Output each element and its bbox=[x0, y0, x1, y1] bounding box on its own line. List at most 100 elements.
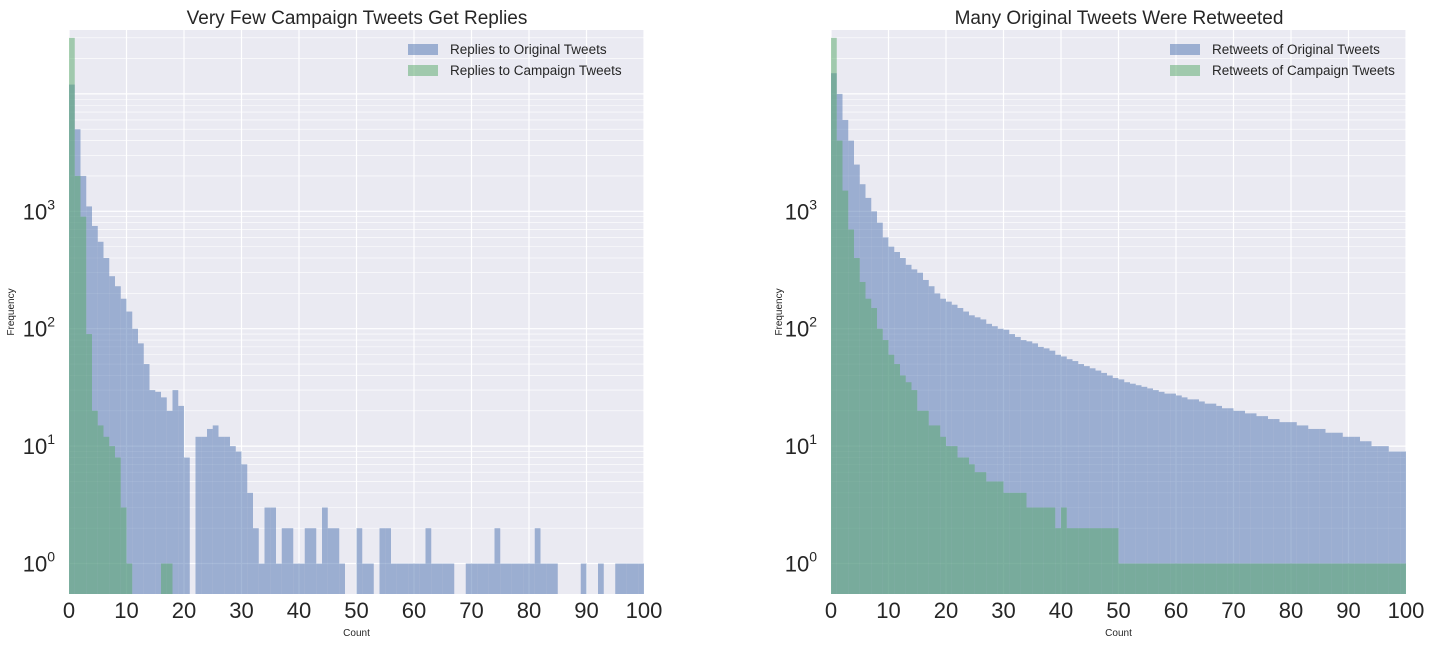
histogram-bar bbox=[1360, 441, 1366, 594]
histogram-bar bbox=[166, 410, 173, 594]
histogram-bar bbox=[1078, 364, 1084, 594]
y-axis-label: Frequency bbox=[6, 288, 17, 335]
histogram-bar bbox=[963, 457, 969, 594]
histogram-bar bbox=[1049, 507, 1056, 594]
y-tick-label: 101 bbox=[23, 431, 55, 459]
histogram-bar bbox=[1319, 563, 1326, 594]
x-tick-label: 50 bbox=[1106, 598, 1130, 623]
histogram-bar bbox=[155, 391, 161, 594]
histogram-bar bbox=[97, 241, 104, 594]
histogram-bar bbox=[997, 481, 1004, 594]
histogram-bar bbox=[1043, 348, 1050, 594]
x-tick-label: 10 bbox=[114, 598, 138, 623]
histogram-bar bbox=[1296, 563, 1303, 594]
histogram-bar bbox=[546, 563, 552, 594]
histogram-bar bbox=[241, 464, 248, 594]
histogram-bar bbox=[940, 436, 946, 594]
histogram-bar bbox=[1187, 399, 1194, 594]
histogram-bar bbox=[270, 507, 276, 594]
histogram-bar bbox=[540, 563, 547, 594]
histogram-bar bbox=[1049, 350, 1056, 594]
legend: Retweets of Original Tweets Retweets of C… bbox=[1170, 42, 1395, 78]
histogram-bar bbox=[92, 225, 98, 594]
histogram-bar bbox=[969, 315, 975, 594]
histogram-bar bbox=[1078, 528, 1084, 594]
histogram-bar bbox=[1348, 436, 1355, 594]
histogram-bar bbox=[1354, 563, 1360, 594]
histogram-bar bbox=[408, 563, 414, 594]
histogram-bar bbox=[1279, 422, 1286, 594]
legend-swatch bbox=[1170, 65, 1200, 76]
histogram-bar bbox=[506, 563, 512, 594]
histogram-bar bbox=[1262, 563, 1268, 594]
histogram-bar bbox=[1273, 563, 1280, 594]
histogram-bar bbox=[986, 323, 992, 594]
histogram-bar bbox=[1325, 432, 1332, 594]
histogram-bar bbox=[1026, 341, 1033, 594]
x-axis-label: Count bbox=[1105, 628, 1132, 639]
histogram-bar bbox=[1250, 563, 1257, 594]
y-tick-label: 100 bbox=[23, 549, 55, 577]
x-tick-label: 70 bbox=[459, 598, 483, 623]
histogram-bar bbox=[281, 528, 288, 594]
histogram-bar bbox=[230, 446, 236, 594]
histogram-bar bbox=[86, 334, 92, 594]
histogram-bar bbox=[1135, 563, 1142, 594]
histogram-bar bbox=[974, 317, 981, 594]
histogram-bar bbox=[1337, 563, 1343, 594]
histogram-bar bbox=[951, 446, 958, 594]
histogram-bar bbox=[1084, 366, 1090, 594]
histogram-bar bbox=[166, 563, 173, 594]
histogram-bar bbox=[854, 258, 860, 594]
histogram-bar bbox=[483, 563, 489, 594]
histogram-bar bbox=[1268, 419, 1274, 594]
histogram-bar bbox=[477, 563, 483, 594]
histogram-bar bbox=[534, 528, 541, 594]
histogram-bar bbox=[437, 563, 443, 594]
histogram-bar bbox=[201, 436, 207, 594]
histogram-bar bbox=[1101, 528, 1107, 594]
histogram-bar bbox=[247, 492, 253, 594]
histogram-bar bbox=[1003, 492, 1010, 594]
histogram-bar bbox=[1239, 410, 1245, 594]
histogram-bar bbox=[1216, 405, 1222, 594]
histogram-bar bbox=[258, 563, 265, 594]
histogram-bar bbox=[1147, 563, 1153, 594]
histogram-bar bbox=[1038, 346, 1044, 594]
histogram-bar bbox=[253, 528, 259, 594]
legend: Replies to Original Tweets Replies to Cam… bbox=[408, 42, 622, 78]
histogram-bar bbox=[431, 563, 437, 594]
histogram-bar bbox=[1009, 334, 1015, 594]
histogram-bar bbox=[120, 298, 127, 594]
histogram-bar bbox=[419, 563, 426, 594]
chart-panel-2: Many Original Tweets Were Retweeted 0 10 20… bbox=[774, 8, 1424, 639]
histogram-bar bbox=[327, 528, 334, 594]
histogram-bar bbox=[865, 298, 872, 594]
histogram-bar bbox=[471, 563, 478, 594]
histogram-bar bbox=[997, 328, 1004, 594]
histogram-bar bbox=[103, 436, 110, 594]
histogram-bar bbox=[1222, 563, 1228, 594]
histogram-bar bbox=[1383, 563, 1389, 594]
x-tick-label: 50 bbox=[344, 598, 368, 623]
histogram-bar bbox=[1233, 563, 1240, 594]
histogram-bar bbox=[615, 563, 621, 594]
y-tick-label: 102 bbox=[785, 314, 817, 342]
legend-swatch bbox=[408, 44, 438, 55]
histogram-bar bbox=[1084, 528, 1090, 594]
histogram-bar bbox=[494, 528, 501, 594]
histogram-bar bbox=[1256, 416, 1263, 594]
histogram-bar bbox=[212, 425, 219, 594]
x-tick-label: 0 bbox=[63, 598, 75, 623]
histogram-bar bbox=[1153, 563, 1159, 594]
histogram-bar bbox=[1112, 528, 1119, 594]
histogram-bar bbox=[442, 563, 449, 594]
x-tick-label: 80 bbox=[517, 598, 541, 623]
histogram-bar bbox=[882, 340, 889, 594]
y-tick-label: 103 bbox=[23, 196, 55, 224]
histogram-bar bbox=[1038, 507, 1044, 594]
histogram-bar bbox=[132, 328, 138, 594]
legend-label: Replies to Original Tweets bbox=[450, 42, 607, 57]
histogram-bar bbox=[1279, 563, 1286, 594]
histogram-bar bbox=[500, 563, 506, 594]
